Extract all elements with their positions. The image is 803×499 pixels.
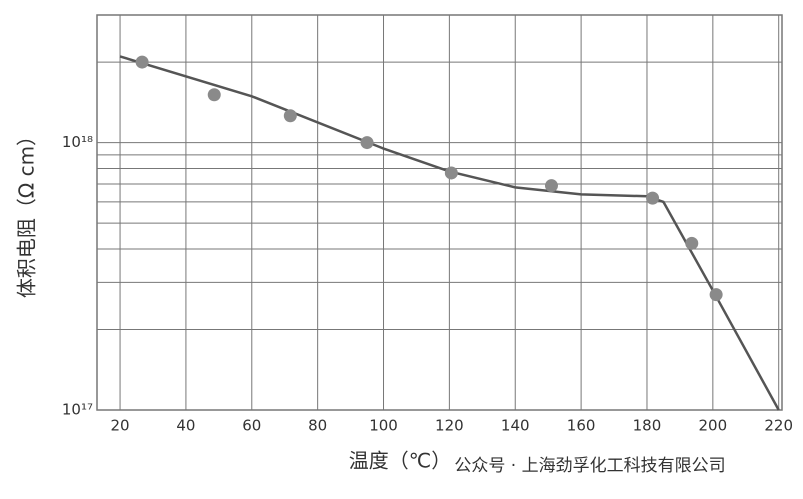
watermark: 公众号 · 上海劲孚化工科技有限公司 (454, 456, 725, 476)
x-axis-label: 温度（℃） (349, 449, 451, 473)
data-point (685, 236, 699, 250)
plot-border (96, 14, 783, 411)
x-tick-label: 200 (699, 417, 728, 435)
y-axis-label: 体积电阻（Ω cm） (15, 126, 39, 298)
data-point (283, 109, 297, 123)
x-tick-label: 160 (567, 417, 596, 435)
x-tick-label: 120 (435, 417, 464, 435)
x-tick-label: 140 (501, 417, 530, 435)
data-point (207, 88, 221, 102)
y-tick-label: 10¹⁸ (62, 133, 93, 151)
data-point (360, 136, 374, 150)
data-point (709, 288, 723, 302)
y-tick-label: 10¹⁷ (62, 401, 93, 419)
data-point (135, 55, 149, 69)
x-tick-label: 20 (111, 417, 130, 435)
x-tick-label: 100 (369, 417, 398, 435)
x-tick-label: 220 (764, 417, 793, 435)
data-point (646, 191, 660, 205)
x-tick-label: 80 (308, 417, 327, 435)
x-tick-label: 180 (633, 417, 662, 435)
data-point (544, 179, 558, 193)
x-tick-label: 60 (242, 417, 261, 435)
x-tick-label: 40 (176, 417, 195, 435)
data-point (444, 166, 458, 180)
